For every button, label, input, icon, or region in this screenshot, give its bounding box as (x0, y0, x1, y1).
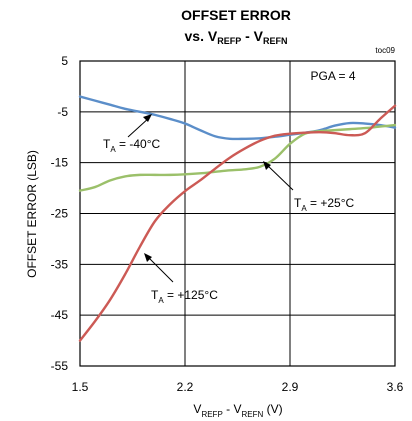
annotation-minus40-arrow (127, 116, 151, 138)
series-line-minus40 (78, 95, 397, 141)
ann-sub: A (158, 296, 164, 305)
plot-frame (79, 60, 396, 367)
x-axis-label: VREFP - VREFN (V) (193, 402, 282, 419)
condition-label: PGA = 4 (310, 69, 355, 83)
y-tick-label: -55 (51, 359, 69, 373)
ann-sub: A (110, 145, 116, 154)
annotation-plus25-arrow (265, 163, 294, 191)
series-line-plus25 (78, 123, 397, 192)
series-line-plus125 (78, 104, 397, 342)
xlabel-prefix: V (193, 402, 201, 416)
xlabel-sub-refn: REFN (241, 410, 263, 419)
grid-lines (80, 61, 395, 366)
title-prefix: vs. V (185, 28, 218, 44)
chart-title-line1: OFFSET ERROR (181, 7, 291, 23)
ann-val: = +25°C (307, 196, 355, 210)
y-tick-label: -35 (51, 257, 69, 271)
x-tick-label: 1.5 (72, 380, 89, 394)
xlabel-suffix: (V) (263, 402, 282, 416)
series-layer (78, 95, 397, 342)
annotation-plus25: TA = +25°C (263, 161, 355, 213)
annotation-plus25-arrowhead (263, 161, 271, 170)
annotation-minus40-arrowhead (143, 114, 152, 122)
annotation-plus25-text: TA = +25°C (294, 196, 355, 213)
annotation-plus125: TA = +125°C (144, 253, 218, 305)
y-tick-label: -15 (51, 156, 69, 170)
x-tick-label: 2.9 (282, 380, 299, 394)
y-tick-label: -45 (51, 308, 69, 322)
ann-t: T (103, 137, 111, 151)
y-axis-label: OFFSET ERROR (LSB) (25, 150, 39, 278)
chart-code: toc09 (375, 46, 395, 55)
ann-sub: A (301, 204, 307, 213)
y-tick-label: 5 (61, 54, 68, 68)
annotation-plus125-arrowhead (144, 253, 152, 262)
annotation-minus40-text: TA = -40°C (103, 137, 161, 154)
annotation-minus40: TA = -40°C (103, 114, 161, 154)
title-sub-refn: REFN (263, 36, 288, 46)
xlabel-mid: - V (223, 402, 242, 416)
x-tick-labels: 1.5 2.2 2.9 3.6 (72, 380, 404, 394)
title-sub-refp: REFP (217, 36, 241, 46)
ann-t: T (294, 196, 302, 210)
xlabel-sub-refp: REFP (201, 410, 222, 419)
y-tick-labels: 5 -5 -15 -25 -35 -45 -55 (51, 54, 69, 373)
ann-t: T (151, 288, 159, 302)
y-tick-label: -5 (57, 105, 68, 119)
ann-val: = -40°C (116, 137, 161, 151)
ann-val: = +125°C (164, 288, 219, 302)
annotation-plus125-text: TA = +125°C (151, 288, 218, 305)
x-tick-label: 3.6 (387, 380, 404, 394)
x-tick-label: 2.2 (177, 380, 194, 394)
y-tick-label: -25 (51, 207, 69, 221)
annotation-plus125-arrow (146, 255, 174, 283)
chart-title-line2: vs. VREFP - VREFN (185, 28, 288, 46)
title-mid: - V (241, 28, 263, 44)
